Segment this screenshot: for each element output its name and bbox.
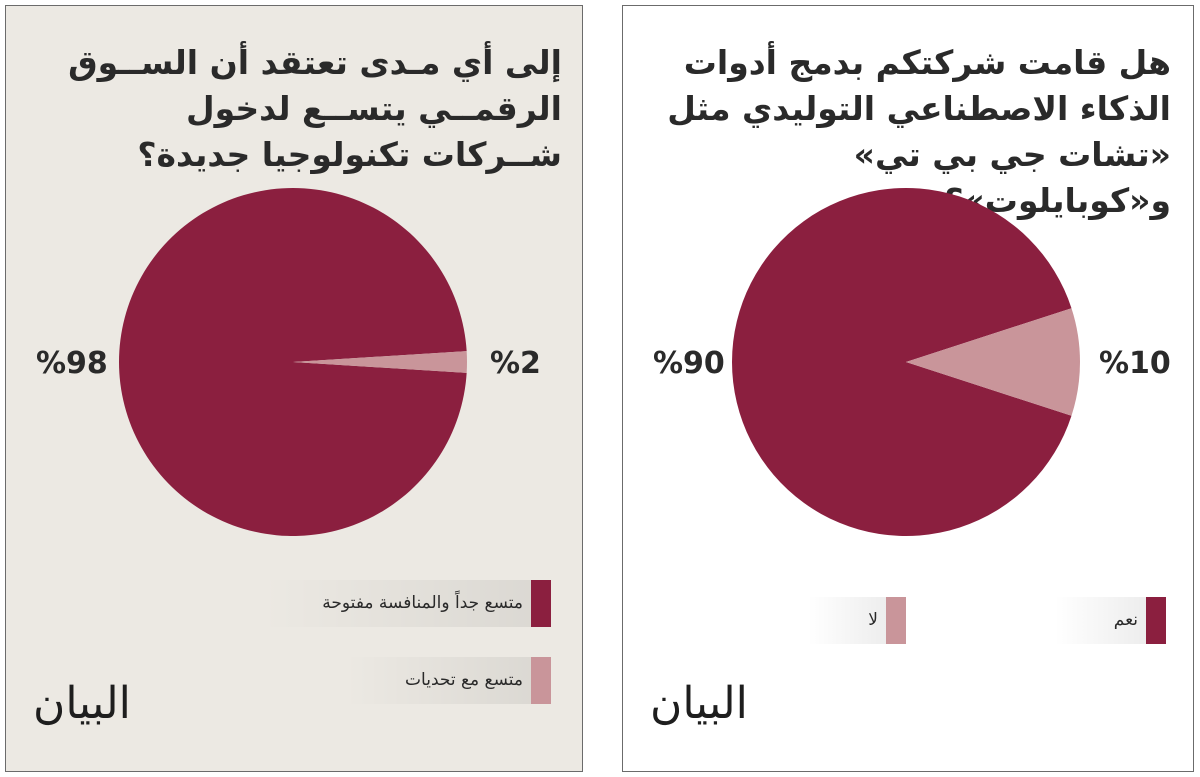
legend-item: نعم <box>1053 597 1166 644</box>
pie-chart <box>118 188 467 537</box>
legend-label: نعم <box>1053 597 1146 644</box>
legend-item: متسع مع تحديات <box>345 657 551 704</box>
slice-label-small: %2 <box>490 346 541 381</box>
pie-chart <box>732 188 1080 536</box>
slice-label-small: %10 <box>1099 346 1171 381</box>
chart-title: إلى أي مـدى تعتقد أن الســوق الرقمــي يت… <box>68 43 562 174</box>
legend-swatch <box>886 597 906 644</box>
legend-item: متسع جداً والمنافسة مفتوحة <box>262 580 551 627</box>
chart-title: هل قامت شركتكم بدمج أدوات الذكاء الاصطنا… <box>667 43 1171 220</box>
pie-slice-minor <box>293 351 467 373</box>
legend-swatch <box>531 657 551 704</box>
legend-label: متسع مع تحديات <box>345 657 531 704</box>
slice-label-big: %98 <box>36 346 108 381</box>
legend-item: لا <box>808 597 906 644</box>
logo: البيان <box>650 678 748 729</box>
legend-swatch <box>1146 597 1166 644</box>
legend-label: لا <box>808 597 886 644</box>
logo: البيان <box>33 678 131 729</box>
chart-panel-left: إلى أي مـدى تعتقد أن الســوق الرقمــي يت… <box>5 5 583 772</box>
legend-label: متسع جداً والمنافسة مفتوحة <box>262 580 531 627</box>
legend-swatch <box>531 580 551 627</box>
chart-panel-right: هل قامت شركتكم بدمج أدوات الذكاء الاصطنا… <box>622 5 1194 772</box>
pie-slice-major <box>118 188 467 537</box>
pie-slice-minor <box>906 308 1080 416</box>
slice-label-big: %90 <box>653 346 725 381</box>
pie-slice-major <box>732 188 1072 536</box>
